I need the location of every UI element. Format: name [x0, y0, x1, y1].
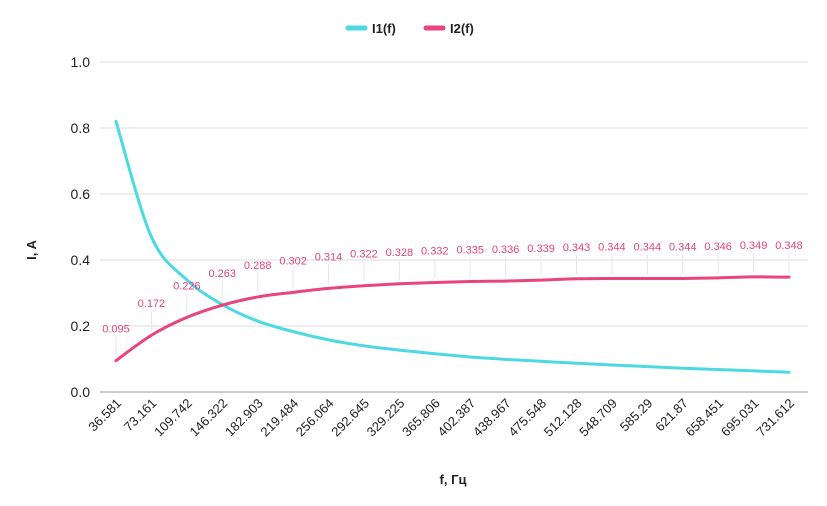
y-axis-ticks: 0.0 0.2 0.4 0.6 0.8 1.0: [71, 54, 91, 400]
data-label: 0.172: [138, 298, 166, 310]
legend-label: I1(f): [372, 21, 396, 36]
data-labels: 0.095 0.172 0.226 0.263 0.288 0.302 0.314 0.322…: [102, 240, 803, 336]
x-tick-label: 512.128: [541, 396, 585, 440]
data-label: 0.344: [598, 241, 626, 253]
x-tick-label: 182.903: [222, 396, 266, 440]
data-label: 0.332: [421, 245, 449, 257]
x-tick-label: 475.548: [505, 396, 549, 440]
y-tick-label: 0.4: [71, 252, 91, 268]
legend-label: I2(f): [450, 21, 474, 36]
x-tick-label: 146.322: [187, 396, 231, 440]
y-tick-label: 1.0: [71, 54, 91, 70]
x-tick-label: 256.064: [293, 396, 337, 440]
x-tick-label: 731.612: [753, 396, 797, 440]
chart-legend: I1(f) I2(f): [345, 21, 474, 36]
data-label: 0.339: [527, 243, 555, 255]
x-tick-label: 219.484: [257, 396, 301, 440]
data-label: 0.328: [386, 247, 414, 259]
data-label: 0.095: [102, 324, 130, 336]
data-label: 0.344: [669, 241, 697, 253]
x-tick-label: 365.806: [399, 396, 443, 440]
x-tick-label: 438.967: [470, 396, 514, 440]
data-label: 0.336: [492, 244, 520, 256]
data-label: 0.346: [704, 241, 732, 253]
y-tick-label: 0.8: [71, 120, 91, 136]
data-label: 0.288: [244, 260, 272, 272]
x-tick-label: 585.29: [617, 396, 656, 435]
data-label: 0.348: [775, 240, 803, 252]
series-lines: [114, 119, 791, 374]
y-tick-label: 0.6: [71, 186, 91, 202]
x-tick-label: 36.581: [85, 396, 124, 435]
y-tick-label: 0.0: [71, 384, 91, 400]
data-label: 0.335: [456, 244, 484, 256]
x-tick-label: 109.742: [151, 396, 195, 440]
data-label: 0.322: [350, 249, 378, 261]
data-label: 0.226: [173, 280, 201, 292]
x-tick-label: 548.709: [576, 396, 620, 440]
data-label: 0.344: [634, 241, 662, 253]
x-tick-label: 402.387: [434, 396, 478, 440]
series-line-1: [114, 119, 791, 374]
y-tick-label: 0.2: [71, 318, 91, 334]
x-tick-label: 695.031: [718, 396, 762, 440]
data-label: 0.314: [315, 251, 343, 263]
series-line-2: [114, 275, 791, 363]
x-tick-label: 292.645: [328, 396, 372, 440]
x-tick-label: 658.451: [682, 396, 726, 440]
y-axis-title: I, A: [24, 240, 39, 260]
data-label: 0.343: [563, 242, 591, 254]
x-axis-ticks: 36.58173.161109.742146.322182.903219.484…: [85, 396, 797, 440]
data-label-markers: [115, 252, 790, 357]
data-label: 0.263: [208, 268, 236, 280]
x-axis-title: f, Гц: [440, 472, 467, 487]
data-label: 0.349: [740, 240, 768, 252]
chart-grid: [100, 61, 808, 393]
x-tick-label: 329.225: [364, 396, 408, 440]
data-label: 0.302: [279, 255, 307, 267]
